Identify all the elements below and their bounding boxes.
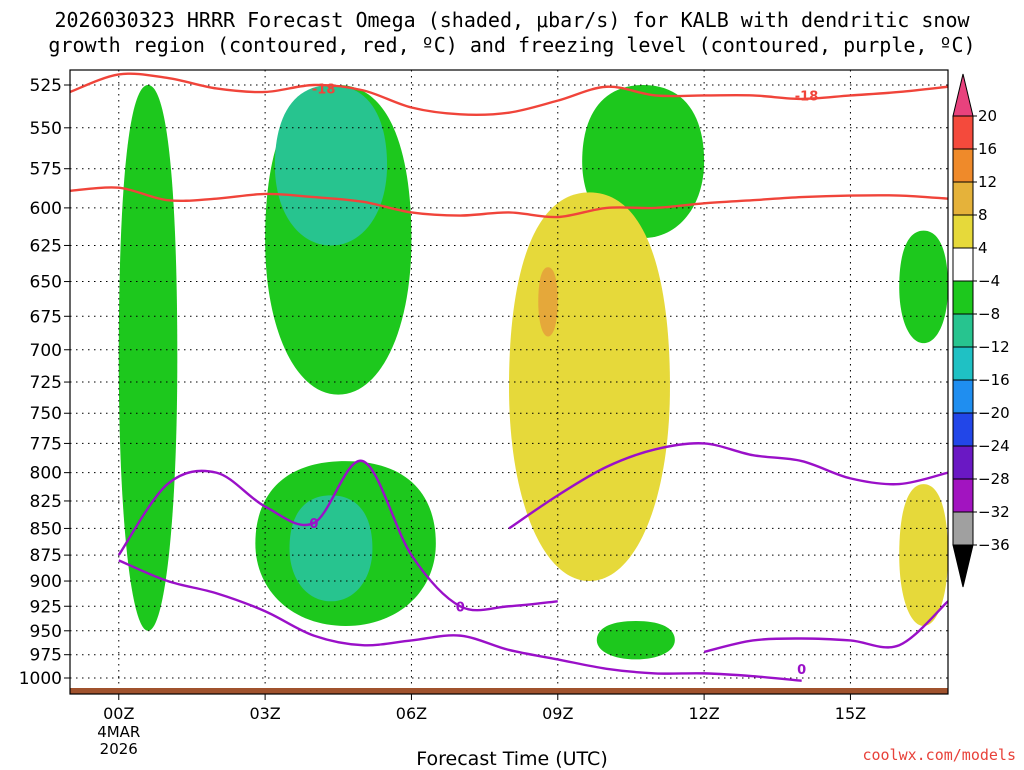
y-tick-label-725: 725 (30, 373, 62, 393)
colorbar-tick-label-0: 20 (978, 107, 997, 125)
y-tick-label-925: 925 (30, 597, 62, 617)
colorbar-tick-label-11: −28 (978, 470, 1010, 488)
colorbar-swatch-10 (952, 412, 974, 447)
freezing-level-contour-2 (118, 559, 802, 682)
colorbar-tick-label-2: 12 (978, 173, 997, 191)
dgz-label-a: -18 (312, 82, 336, 97)
y-tick-label-825: 825 (30, 492, 62, 512)
colorbar-tick-label-10: −24 (978, 437, 1010, 455)
y-tick-label-875: 875 (30, 546, 62, 566)
colorbar-swatch-5 (952, 247, 974, 282)
y-tick-label-700: 700 (30, 341, 62, 361)
freezing-label-a: 0 (309, 517, 318, 532)
x-axis-label: Forecast Time (UTC) (416, 748, 608, 770)
y-tick-label-800: 800 (30, 464, 62, 484)
y-tick-label-600: 600 (30, 199, 62, 219)
omega-region-8 (509, 192, 670, 582)
colorbar-swatch-top (952, 73, 974, 117)
colorbar-tick-label-12: −32 (978, 503, 1010, 521)
omega-region-4 (596, 621, 675, 660)
colorbar-swatch-2 (952, 148, 974, 183)
y-tick-label-575: 575 (30, 160, 62, 180)
x-tick-label-06Z: 06Z (396, 704, 427, 723)
omega-region-6 (274, 85, 388, 246)
y-tick-label-525: 525 (30, 76, 62, 96)
omega-region-10 (538, 267, 558, 337)
credit-link[interactable]: coolwx.com/models (862, 746, 1016, 764)
omega-region-0 (118, 85, 178, 631)
omega-region-9 (899, 484, 948, 626)
colorbar-swatch-9 (952, 379, 974, 414)
dgz-contour-top-0 (70, 72, 948, 116)
chart-title-line-2: growth region (contoured, red, ºC) and f… (48, 33, 976, 57)
y-tick-label-675: 675 (30, 307, 62, 327)
freezing-level-contour-1 (508, 442, 948, 530)
y-tick-label-750: 750 (30, 404, 62, 424)
freezing-label-c: 0 (797, 663, 806, 678)
y-tick-label-900: 900 (30, 572, 62, 592)
colorbar-tick-label-4: 4 (978, 239, 988, 257)
y-tick-label-850: 850 (30, 519, 62, 539)
date-label-year: 2026 (100, 740, 138, 758)
y-tick-label-950: 950 (30, 622, 62, 642)
x-tick-label-12Z: 12Z (688, 704, 719, 723)
freezing-label-b: 0 (456, 600, 465, 615)
freezing-level-contour-3 (703, 600, 948, 654)
freezing-level-contour-0 (117, 459, 558, 612)
x-tick-label-15Z: 15Z (835, 704, 866, 723)
colorbar-swatch-13 (952, 511, 974, 546)
colorbar-swatch-12 (952, 478, 974, 513)
x-tick-label-00Z: 00Z (103, 704, 134, 723)
colorbar-swatch-11 (952, 445, 974, 480)
colorbar-tick-label-1: 16 (978, 140, 997, 158)
colorbar-swatch-4 (952, 214, 974, 249)
colorbar-tick-label-8: −16 (978, 371, 1010, 389)
y-tick-label-550: 550 (30, 119, 62, 139)
x-tick-label-03Z: 03Z (249, 704, 280, 723)
y-tick-label-1000: 1000 (19, 669, 62, 689)
y-tick-label-975: 975 (30, 646, 62, 666)
date-label-day: 4MAR (97, 723, 140, 741)
y-tick-label-625: 625 (30, 236, 62, 256)
omega-region-5 (899, 230, 948, 344)
colorbar-tick-label-7: −12 (978, 338, 1010, 356)
colorbar-tick-label-13: −36 (978, 536, 1010, 554)
colorbar-swatch-1 (952, 115, 974, 150)
colorbar-tick-label-3: 8 (978, 206, 988, 224)
y-tick-label-650: 650 (30, 273, 62, 293)
colorbar-swatch-7 (952, 313, 974, 348)
dgz-contour-bottom-0 (70, 186, 948, 219)
colorbar-tick-label-6: −8 (978, 305, 1000, 323)
x-tick-label-09Z: 09Z (542, 704, 573, 723)
dgz-label-b: -18 (795, 89, 819, 104)
colorbar-swatch-8 (952, 346, 974, 381)
colorbar-swatch-3 (952, 181, 974, 216)
colorbar-swatch-bottom (952, 544, 974, 588)
omega-region-7 (289, 495, 373, 602)
colorbar-swatch-6 (952, 280, 974, 315)
colorbar-tick-label-9: −20 (978, 404, 1010, 422)
y-tick-label-775: 775 (30, 434, 62, 454)
terrain-strip (70, 688, 948, 694)
chart-title-line-1: 2026030323 HRRR Forecast Omega (shaded, … (54, 8, 970, 32)
colorbar-tick-label-5: −4 (978, 272, 1000, 290)
